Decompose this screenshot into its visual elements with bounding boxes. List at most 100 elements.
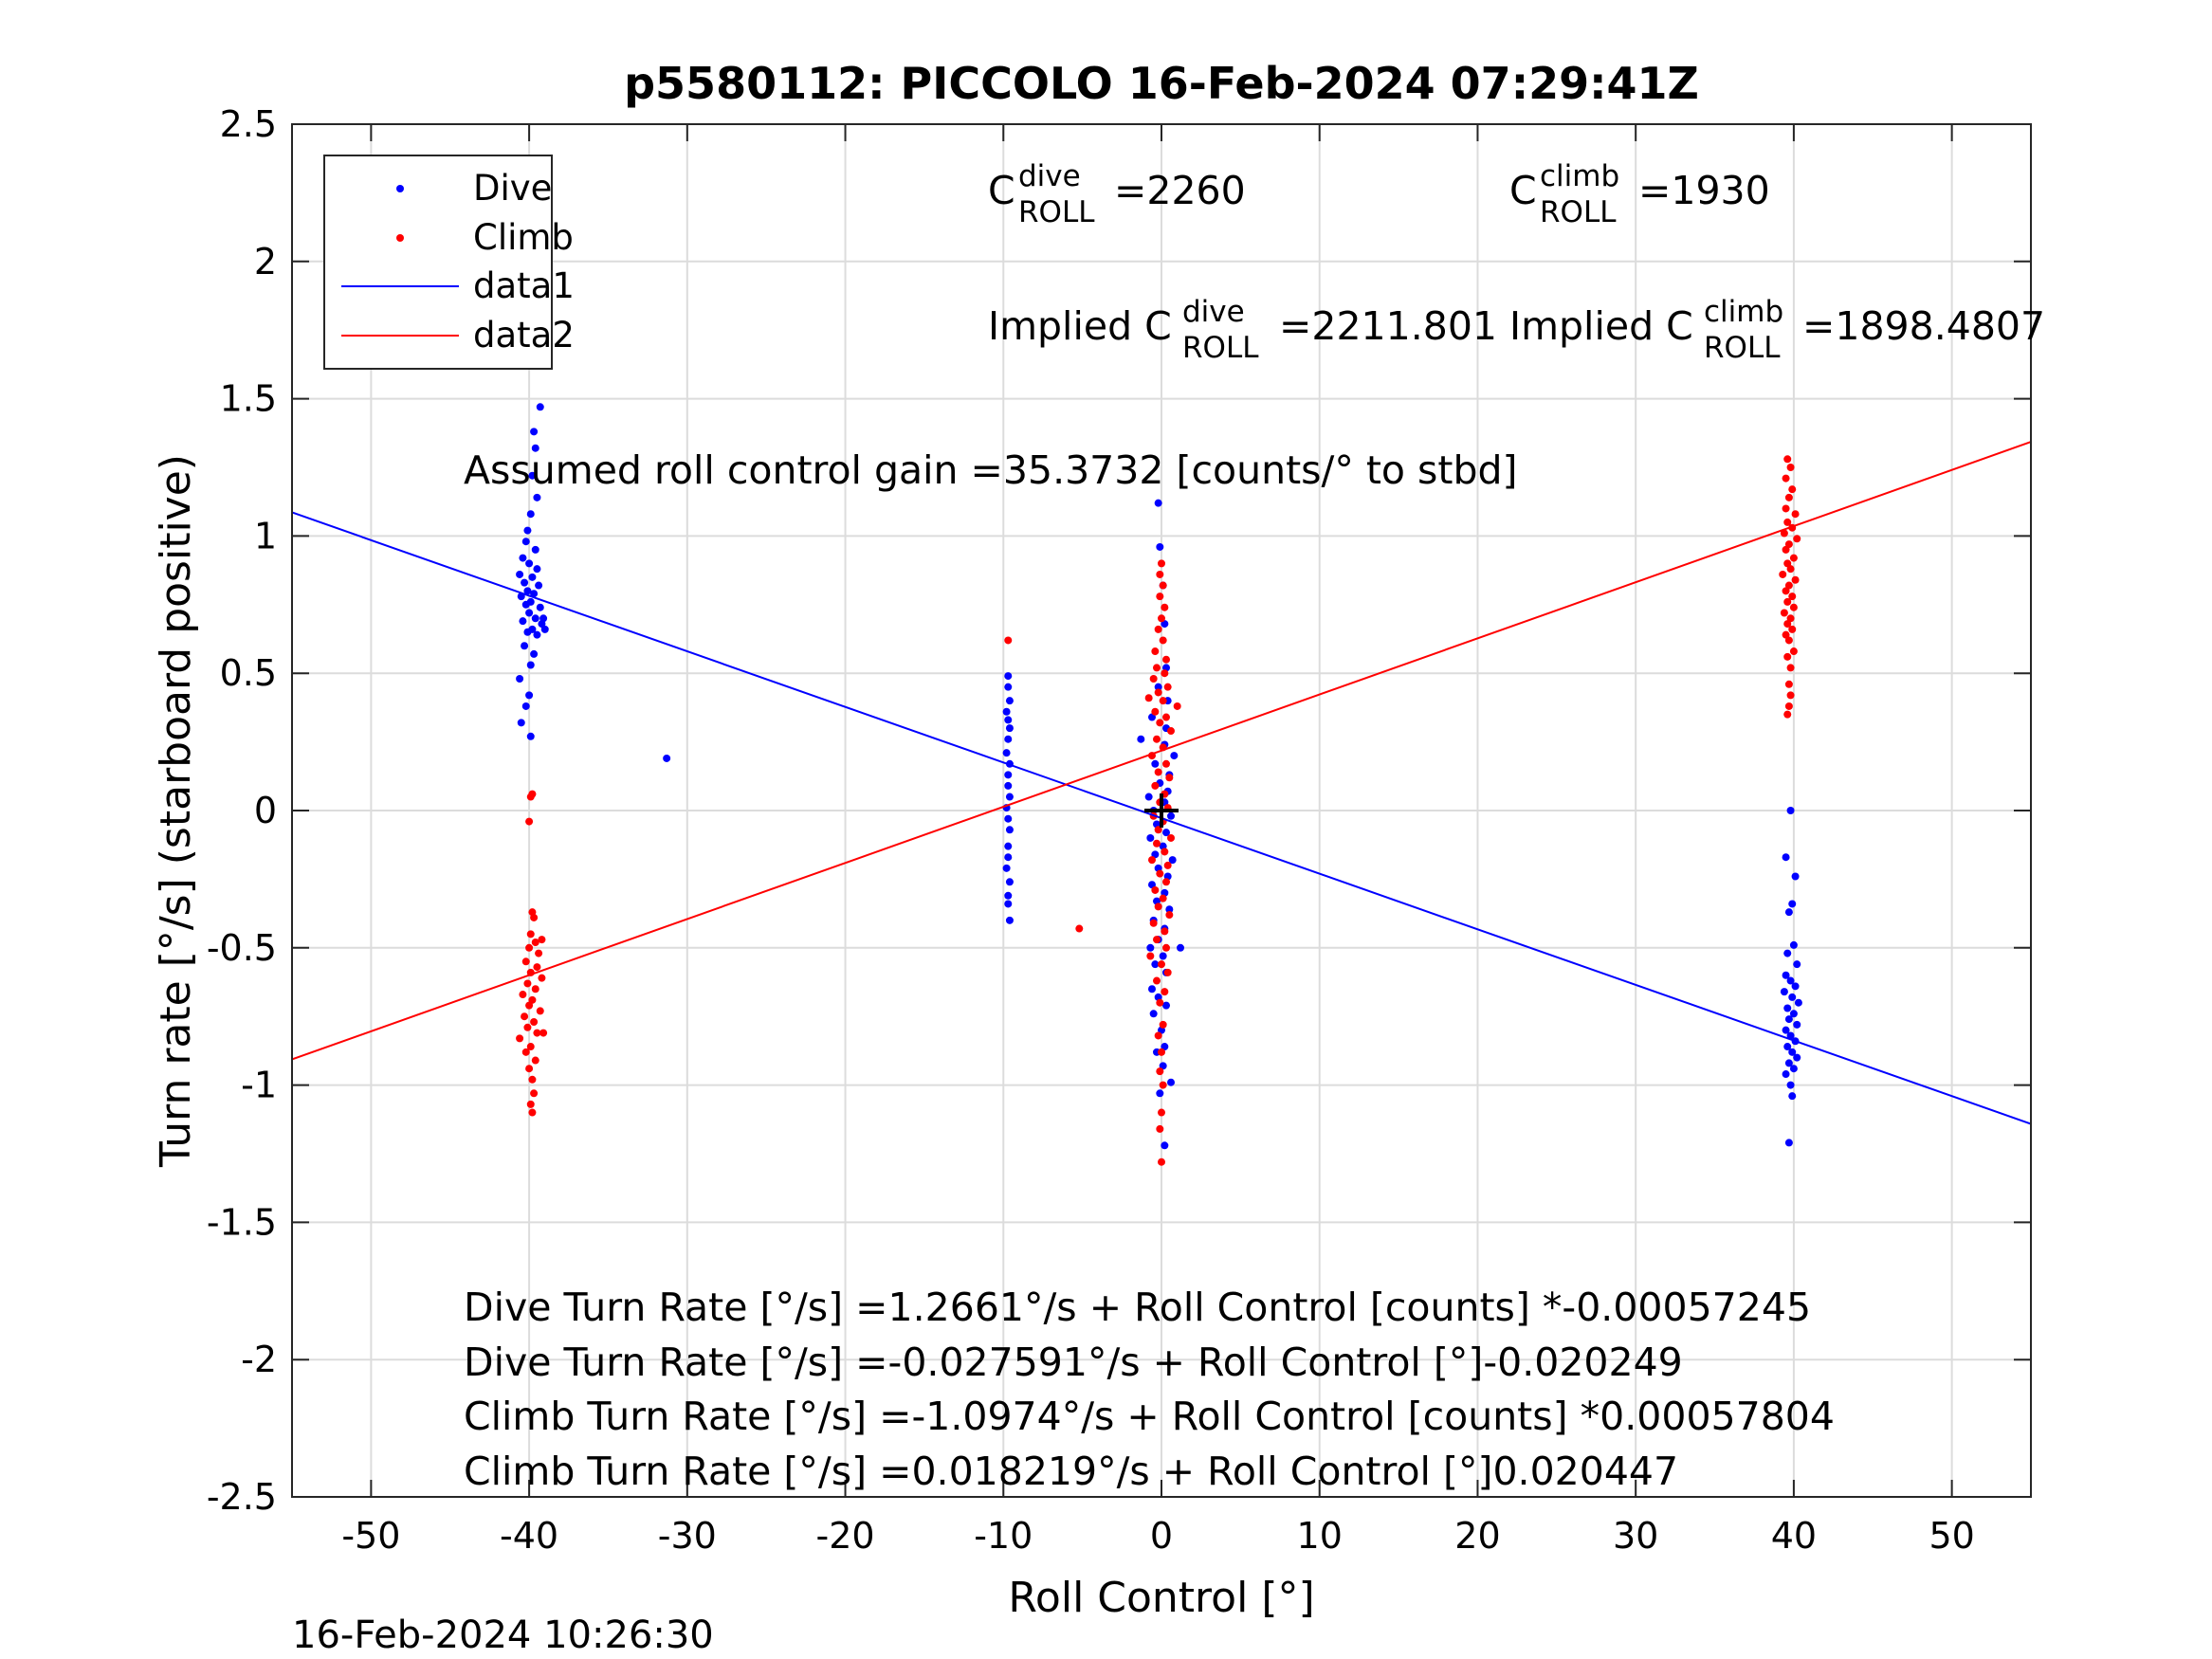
dive-point — [1005, 724, 1014, 733]
climb-point — [521, 1012, 529, 1021]
dive-point — [1004, 771, 1013, 779]
dive-point — [1789, 1065, 1798, 1073]
dive-point — [535, 581, 543, 590]
climb-point — [526, 930, 535, 939]
svg-text:climb: climb — [1704, 295, 1783, 329]
climb-point — [1782, 545, 1790, 554]
dive-point — [1162, 829, 1171, 837]
climb-point — [1782, 474, 1790, 483]
svg-text:Implied C: Implied C — [1509, 303, 1693, 349]
dive-point — [1783, 1043, 1792, 1051]
climb-point — [1075, 924, 1084, 933]
climb-point — [1789, 647, 1798, 656]
dive-point — [663, 754, 671, 762]
dive-point — [1793, 1020, 1801, 1029]
dive-point — [521, 578, 529, 587]
dive-point — [1783, 949, 1792, 957]
dive-point — [1782, 971, 1790, 979]
dive-point — [1786, 1031, 1795, 1040]
svg-text:Implied C: Implied C — [988, 303, 1172, 349]
dive-point — [1786, 807, 1795, 814]
climb-point — [1162, 759, 1171, 768]
climb-point — [1154, 902, 1162, 911]
x-tick-label: -10 — [974, 1515, 1033, 1557]
climb-point — [1159, 894, 1167, 902]
climb-point — [523, 979, 532, 988]
climb-point — [530, 913, 539, 921]
y-axis-label: Turn rate [°/s] (starboard positive) — [152, 454, 200, 1168]
dive-counts-equation: Dive Turn Rate [°/s] =1.2661°/s + Roll C… — [464, 1285, 1811, 1330]
climb-point — [1154, 1031, 1162, 1040]
dive-point — [1147, 985, 1156, 994]
climb-point — [1158, 614, 1165, 623]
dive-point — [1005, 878, 1014, 886]
climb-point — [533, 963, 541, 972]
dive-point — [1784, 1015, 1793, 1024]
climb-point — [523, 1023, 532, 1031]
dive-point — [1004, 781, 1013, 790]
dive-point — [1794, 998, 1802, 1007]
climb-point — [1156, 719, 1164, 727]
climb-point — [1152, 839, 1161, 848]
climb-point — [1165, 774, 1174, 782]
climb-point — [521, 1048, 530, 1056]
dive-point — [523, 628, 532, 636]
x-tick-label: -30 — [658, 1515, 717, 1557]
climb-point — [1159, 697, 1167, 705]
climb-counts-equation: Climb Turn Rate [°/s] =-1.0974°/s + Roll… — [464, 1394, 1835, 1439]
climb-point — [1784, 636, 1793, 645]
dive-point — [1002, 707, 1011, 716]
dive-point — [530, 590, 539, 598]
climb-point — [525, 817, 534, 826]
climb-point — [1167, 727, 1176, 736]
climb-point — [1782, 504, 1790, 513]
dive-point — [531, 545, 539, 554]
climb-point — [1782, 587, 1790, 595]
svg-text:=1930: =1930 — [1638, 168, 1770, 213]
dive-point — [1782, 1070, 1790, 1079]
climb-point — [1788, 625, 1797, 633]
dive-point — [1004, 853, 1013, 862]
data2-fit-line — [292, 441, 2031, 1061]
climb-point — [533, 1029, 541, 1037]
climb-point — [1780, 529, 1788, 538]
dive-point — [1146, 833, 1155, 842]
y-tick-label: 1.5 — [220, 378, 277, 420]
dive-point — [1165, 905, 1174, 914]
climb-point — [1156, 592, 1164, 601]
dive-point — [1784, 1059, 1793, 1067]
dive-point — [1782, 853, 1790, 862]
climb-point — [521, 957, 530, 966]
climb-point — [1162, 655, 1171, 664]
climb-point — [1158, 1108, 1165, 1117]
climb-point — [1158, 559, 1165, 568]
legend-box — [323, 155, 553, 370]
climb-point — [1791, 575, 1800, 584]
svg-text:ROLL: ROLL — [1540, 195, 1617, 229]
dive-point — [1146, 943, 1155, 952]
dive-point — [1151, 960, 1160, 969]
dive-point — [521, 538, 530, 546]
dive-point — [1161, 620, 1169, 629]
svg-text:=2260: =2260 — [1114, 168, 1246, 213]
climb-point — [1791, 510, 1800, 519]
dive-point — [1149, 1010, 1158, 1018]
climb-point — [1789, 554, 1798, 562]
climb-point — [1161, 848, 1169, 856]
climb-point — [1152, 976, 1161, 985]
x-axis-label: Roll Control [°] — [1008, 1574, 1314, 1622]
climb-point — [536, 1007, 544, 1015]
dive-point — [1167, 811, 1176, 820]
dive-point — [536, 403, 544, 411]
svg-text:C: C — [1509, 168, 1537, 213]
climb-point — [530, 1089, 539, 1098]
dive-point — [540, 625, 549, 633]
dive-point — [1786, 1081, 1795, 1089]
climb-point — [1161, 603, 1169, 611]
svg-text:ROLL: ROLL — [1182, 331, 1259, 365]
dive-point — [1161, 1043, 1169, 1051]
dive-point — [1791, 982, 1800, 991]
climb-point — [1151, 781, 1160, 790]
svg-text:=2211.801: =2211.801 — [1279, 303, 1497, 349]
